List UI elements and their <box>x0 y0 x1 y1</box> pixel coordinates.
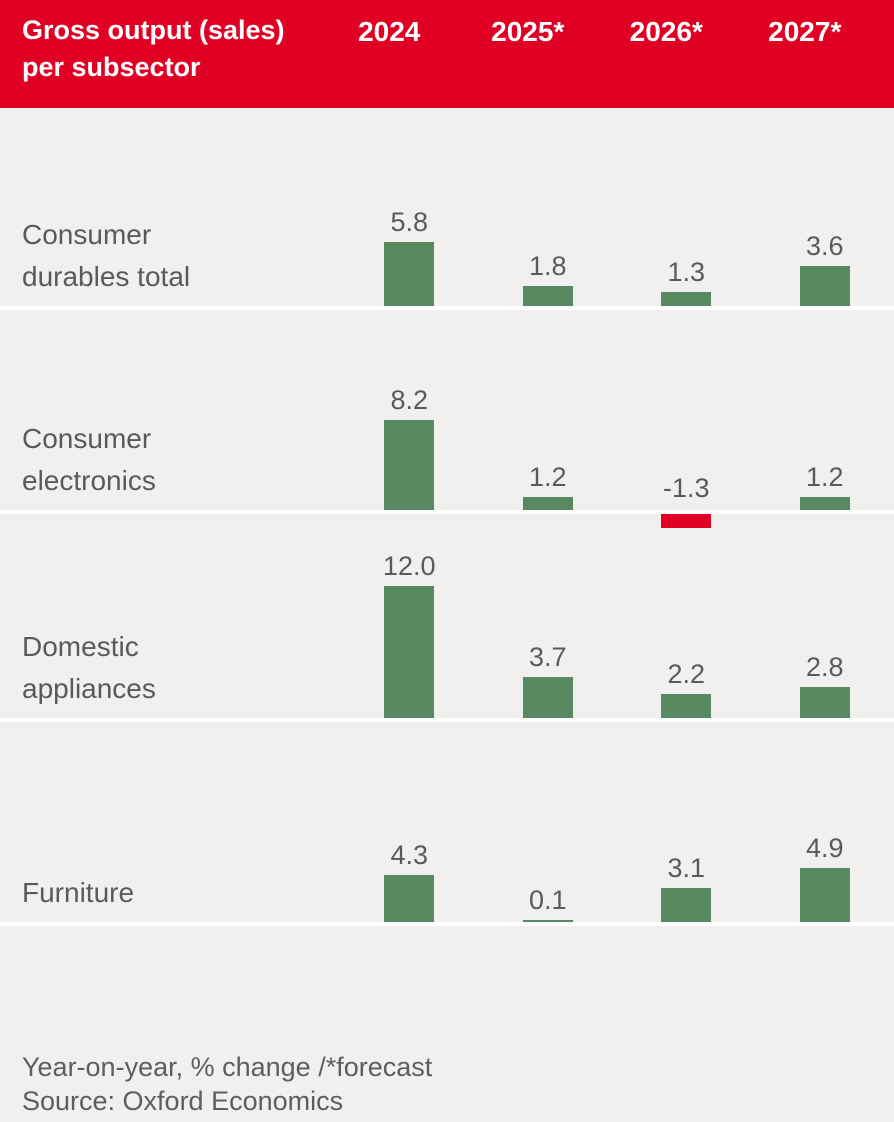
bar <box>661 292 712 306</box>
row-label-line: electronics <box>22 465 156 496</box>
subsector-row: Consumer electronics 8.2 1.2 -1.3 1.2 <box>0 310 894 528</box>
bar-cell: 1.2 <box>756 310 894 510</box>
bar <box>522 286 573 306</box>
footnote: Year-on-year, % change /*forecast <box>22 1052 433 1082</box>
column-header-2025: 2025* <box>491 16 565 47</box>
bar-value-label: 3.7 <box>528 642 567 672</box>
bar-cell: 2.2 <box>617 514 756 718</box>
bar-value-label: 1.2 <box>528 462 567 492</box>
subsector-row: Consumer durables total 5.8 1.8 1.3 3.6 <box>0 108 894 306</box>
bar-cell: 3.1 <box>617 722 756 922</box>
bar-value-label: -1.3 <box>662 473 710 503</box>
bar-cell: 1.3 <box>617 108 756 306</box>
row-label: Consumer durables total <box>0 214 340 306</box>
bar-cell: 3.6 <box>756 108 894 306</box>
bar-cell: 1.2 <box>479 310 618 510</box>
bar <box>661 694 712 718</box>
bar <box>384 242 435 306</box>
bar-value-label: 1.3 <box>667 257 706 287</box>
bar-value-label: 4.9 <box>805 833 844 863</box>
bar-value-label: 8.2 <box>390 385 429 415</box>
row-label-line: Furniture <box>22 877 135 908</box>
chart-header: Gross output (sales) per subsector 2024 … <box>0 0 894 108</box>
bar-cell: -1.3 <box>617 310 756 528</box>
bar-value-label: 2.2 <box>667 659 706 689</box>
chart-body: Consumer durables total 5.8 1.8 1.3 3.6 Consum… <box>0 108 894 922</box>
chart-title-line2: per subsector <box>22 52 201 82</box>
column-header-2027: 2027* <box>768 16 842 47</box>
bar <box>661 888 712 922</box>
row-label: Consumer electronics <box>0 418 340 510</box>
bar-value-label: 1.8 <box>528 251 567 281</box>
bar <box>799 266 850 306</box>
bar-value-label: 3.6 <box>805 231 844 261</box>
column-header-2024: 2024 <box>358 16 421 47</box>
bar <box>661 514 712 528</box>
row-label-line: appliances <box>22 673 156 704</box>
subsector-row: Domestic appliances 12.0 3.7 2.2 2.8 <box>0 514 894 718</box>
row-label-line: durables total <box>22 261 191 292</box>
bar <box>522 677 573 718</box>
chart-title-line1: Gross output (sales) <box>22 15 285 45</box>
bar-value-label: 12.0 <box>382 551 436 581</box>
chart-footer: Year-on-year, % change /*forecast Source… <box>0 926 894 1122</box>
bar-value-label: 5.8 <box>390 207 429 237</box>
subsector-row: Furniture 4.3 0.1 3.1 4.9 <box>0 722 894 922</box>
bar-cell: 4.3 <box>340 722 479 922</box>
bar-cell: 5.8 <box>340 108 479 306</box>
bar-value-label: 3.1 <box>667 853 706 883</box>
bar <box>799 497 850 510</box>
bar-cell: 0.1 <box>479 722 618 922</box>
bar <box>384 586 435 718</box>
bar-value-label: 2.8 <box>805 652 844 682</box>
bar-value-label: 0.1 <box>528 885 567 915</box>
bar-value-label: 1.2 <box>805 462 844 492</box>
bar <box>799 868 850 922</box>
row-label: Furniture <box>0 872 340 922</box>
bar <box>522 497 573 510</box>
bar <box>384 875 435 922</box>
bar-cell: 2.8 <box>756 514 894 718</box>
row-label: Domestic appliances <box>0 626 340 718</box>
column-header-2026: 2026* <box>629 16 703 47</box>
bar-cell: 1.8 <box>479 108 618 306</box>
bar-cell: 12.0 <box>340 514 479 718</box>
bar <box>799 687 850 718</box>
row-label-line: Consumer <box>22 219 152 250</box>
bar-cell: 3.7 <box>479 514 618 718</box>
bar-cell: 8.2 <box>340 310 479 510</box>
bar <box>384 420 435 510</box>
bar-value-label: 4.3 <box>390 840 429 870</box>
row-label-line: Domestic <box>22 631 139 662</box>
row-label-line: Consumer <box>22 423 152 454</box>
bar-cell: 4.9 <box>756 722 894 922</box>
bar <box>522 920 573 922</box>
chart-title: Gross output (sales) per subsector <box>0 0 340 108</box>
source-note: Source: Oxford Economics <box>22 1086 344 1116</box>
